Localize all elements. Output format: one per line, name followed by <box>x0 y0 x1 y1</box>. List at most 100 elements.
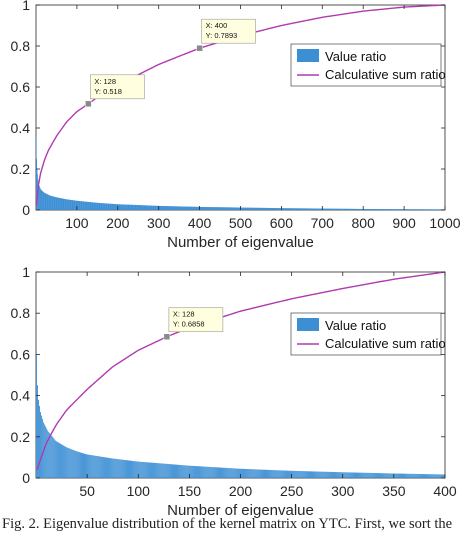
value-ratio-bar <box>284 208 285 210</box>
value-ratio-bar <box>243 207 245 210</box>
value-ratio-bar <box>440 474 442 478</box>
value-ratio-bar <box>205 207 207 210</box>
legend-label: Value ratio <box>325 318 386 333</box>
value-ratio-bar <box>400 209 402 210</box>
value-ratio-bar <box>58 197 60 210</box>
value-ratio-bar <box>365 208 367 210</box>
y-tick-label: 1 <box>22 0 30 13</box>
value-ratio-bar <box>337 208 339 210</box>
value-ratio-bar <box>142 205 143 210</box>
value-ratio-bar <box>429 209 431 210</box>
value-ratio-bar <box>283 208 285 210</box>
value-ratio-bar <box>97 202 98 210</box>
value-ratio-bar <box>51 196 53 210</box>
value-ratio-bar <box>366 209 368 210</box>
value-ratio-bar <box>344 208 345 210</box>
value-ratio-bar <box>251 207 253 210</box>
value-ratio-bar <box>273 208 274 210</box>
value-ratio-bar <box>96 202 98 210</box>
value-ratio-bar <box>382 209 383 210</box>
value-ratio-bar <box>110 458 112 478</box>
value-ratio-bar <box>402 209 404 210</box>
value-ratio-bar <box>194 466 196 478</box>
value-ratio-bar <box>242 207 244 210</box>
value-ratio-bar <box>210 467 212 478</box>
value-ratio-bar <box>94 202 95 210</box>
value-ratio-bar <box>93 202 95 210</box>
value-ratio-bar <box>269 207 271 210</box>
value-ratio-bar <box>187 465 189 478</box>
value-ratio-bar <box>239 207 241 210</box>
value-ratio-bar <box>69 199 70 210</box>
value-ratio-bar <box>39 405 40 478</box>
value-ratio-bar <box>429 209 431 210</box>
datatip-box <box>201 18 256 44</box>
y-tick-label: 0.8 <box>11 38 31 54</box>
value-ratio-bar <box>80 201 82 210</box>
value-ratio-bar <box>222 207 224 210</box>
value-ratio-bar <box>62 198 64 210</box>
value-ratio-bar <box>105 203 107 210</box>
value-ratio-bar <box>229 468 231 478</box>
value-ratio-bar <box>413 473 415 478</box>
value-ratio-bar <box>301 471 303 478</box>
value-ratio-bar <box>230 207 232 210</box>
value-ratio-bar <box>423 209 424 210</box>
value-ratio-bar <box>323 208 325 210</box>
value-ratio-bar <box>334 472 336 478</box>
value-ratio-bar <box>186 206 187 210</box>
value-ratio-bar <box>61 444 63 478</box>
value-ratio-bar <box>176 464 177 478</box>
value-ratio-bar <box>357 208 359 210</box>
value-ratio-bar <box>76 451 78 478</box>
value-ratio-bar <box>313 208 314 210</box>
value-ratio-bar <box>132 204 134 210</box>
value-ratio-bar <box>294 470 296 478</box>
value-ratio-bar <box>282 208 283 210</box>
value-ratio-bar <box>41 190 42 210</box>
value-ratio-bar <box>54 196 55 210</box>
value-ratio-bar <box>87 201 89 210</box>
value-ratio-bar <box>108 457 110 478</box>
value-ratio-bar <box>278 208 280 210</box>
value-ratio-bar <box>95 202 96 210</box>
value-ratio-bar <box>110 203 112 210</box>
value-ratio-bar <box>271 208 272 210</box>
value-ratio-bar <box>402 209 403 210</box>
value-ratio-bar <box>386 209 388 210</box>
value-ratio-bar <box>339 208 341 210</box>
value-ratio-bar <box>255 207 256 210</box>
value-ratio-bar <box>36 136 37 210</box>
value-ratio-bar <box>108 203 110 210</box>
value-ratio-bar <box>323 471 325 478</box>
value-ratio-bar <box>227 207 229 210</box>
value-ratio-bar <box>190 206 191 210</box>
value-ratio-bar <box>418 473 420 478</box>
y-tick-label: 1 <box>22 264 30 280</box>
value-ratio-bar <box>427 209 429 210</box>
value-ratio-bar <box>370 209 372 210</box>
value-ratio-bar <box>314 208 316 210</box>
value-ratio-bar <box>438 209 440 210</box>
value-ratio-bar <box>362 472 364 478</box>
value-ratio-bar <box>45 193 46 210</box>
value-ratio-bar <box>74 450 76 478</box>
value-ratio-bar <box>366 208 367 210</box>
value-ratio-bar <box>88 202 90 210</box>
value-ratio-bar <box>388 209 389 210</box>
value-ratio-bar <box>77 200 78 210</box>
value-ratio-bar <box>82 201 84 210</box>
value-ratio-bar <box>134 204 136 210</box>
value-ratio-bar <box>167 206 169 210</box>
value-ratio-bar <box>213 207 215 210</box>
value-ratio-bar <box>106 457 108 478</box>
value-ratio-bar <box>222 207 223 210</box>
value-ratio-bar <box>416 473 418 478</box>
value-ratio-bar <box>85 201 87 210</box>
value-ratio-bar <box>423 474 425 478</box>
value-ratio-bar <box>155 463 157 478</box>
x-tick-label: 900 <box>392 215 416 231</box>
value-ratio-bar <box>84 201 86 210</box>
value-ratio-bar <box>343 208 345 210</box>
value-ratio-bar <box>410 473 412 478</box>
